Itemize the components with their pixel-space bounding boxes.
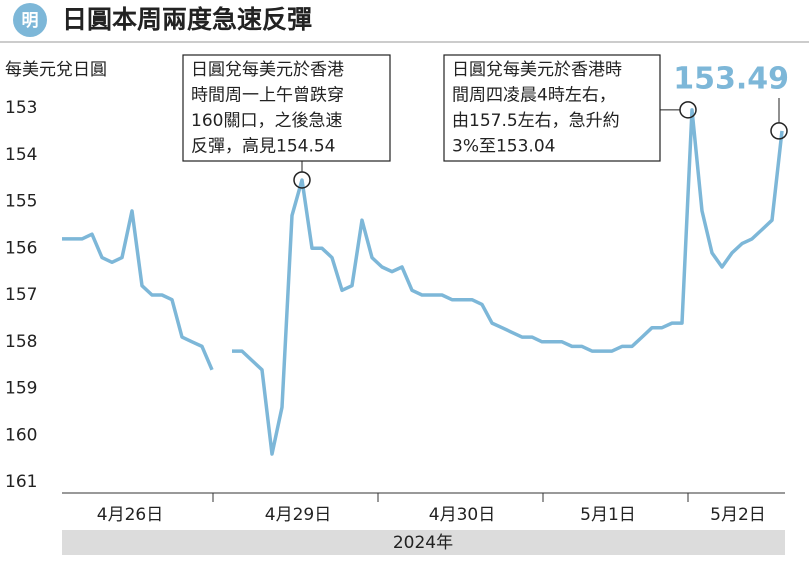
last-marker <box>770 122 788 140</box>
y-tick-label: 155 <box>5 192 37 212</box>
y-tick-label: 153 <box>5 98 37 118</box>
y-tick-label: 157 <box>5 285 37 305</box>
annotation-box <box>182 54 391 162</box>
logo: 明 <box>22 11 39 31</box>
y-tick-label: 154 <box>5 145 37 165</box>
annotation-text: 間周四凌晨4時左右， <box>452 86 616 106</box>
last-value-label: 153.49 <box>673 62 789 97</box>
x-axis-label: 2024年 <box>393 533 453 553</box>
annotation-box <box>443 54 661 162</box>
annotation-text: 由157.5左右，急升約 <box>452 111 620 131</box>
x-tick-label: 4月29日 <box>265 505 331 525</box>
logo-badge <box>13 3 47 37</box>
x-tick-label: 4月30日 <box>429 505 495 525</box>
chart-title: 日圓本周兩度急速反彈 <box>62 5 312 34</box>
y-tick-label: 156 <box>5 238 37 258</box>
annotation-text: 時間周一上午曾跌穿 <box>191 86 344 106</box>
x-tick-label: 4月26日 <box>97 505 163 525</box>
line <box>62 108 784 456</box>
annotation-text: 日圓兌每美元於香港 <box>191 60 344 80</box>
annotation-text: 160關口，之後急速 <box>191 111 342 131</box>
annotation-text: 日圓兌每美元於香港時 <box>452 60 622 80</box>
x-tick-label: 5月2日 <box>710 505 766 525</box>
annotation-text: 反彈，高見154.54 <box>191 137 335 157</box>
y-tick-label: 159 <box>5 379 37 399</box>
annotation-text: 3%至153.04 <box>452 137 555 157</box>
y-tick-label: 160 <box>5 425 37 445</box>
year-band <box>62 530 785 555</box>
y-axis-label: 每美元兌日圓 <box>5 60 107 80</box>
y-tick-label: 158 <box>5 332 37 352</box>
x-dividers <box>212 493 689 502</box>
x-tick-label: 5月1日 <box>580 505 636 525</box>
y-tick-label: 161 <box>5 472 37 492</box>
